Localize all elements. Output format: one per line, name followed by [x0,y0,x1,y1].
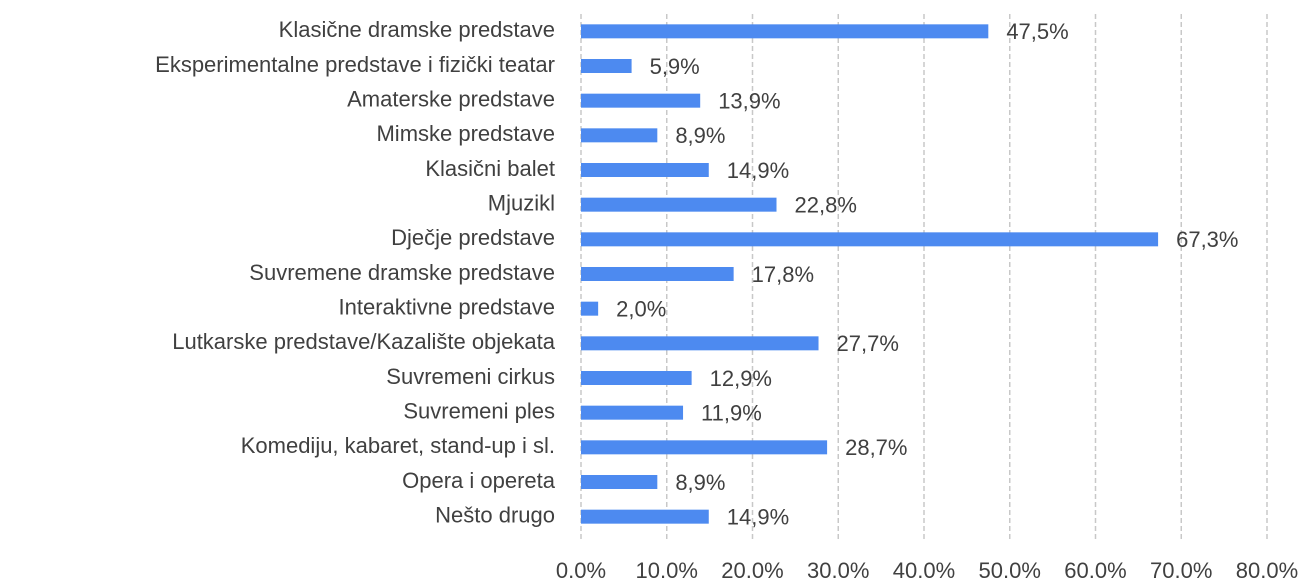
data-label: 14,9% [727,158,789,183]
x-tick-label: 30.0% [807,558,869,582]
y-tick-label: Opera i opereta [402,468,556,493]
y-tick-label: Lutkarske predstave/Kazalište objekata [172,329,556,354]
data-label: 11,9% [701,400,762,425]
y-tick-label: Amaterske predstave [347,86,555,111]
bar [581,371,692,385]
data-label: 13,9% [718,88,780,113]
data-label: 22,8% [795,192,857,217]
y-tick-label: Dječje predstave [391,225,555,250]
y-tick-label: Klasični balet [425,156,555,181]
bar [581,336,819,351]
x-tick-label: 10.0% [636,558,698,582]
data-label: 28,7% [845,435,907,460]
y-tick-label: Suvremeni ples [403,398,555,423]
x-tick-label: 70.0% [1150,558,1212,582]
data-label: 8,9% [675,470,725,495]
bar [581,93,701,108]
y-tick-label: Interaktivne predstave [339,294,555,319]
y-tick-label: Mimske predstave [376,121,555,146]
x-tick-label: 60.0% [1064,558,1126,582]
x-tick-label: 20.0% [721,558,783,582]
data-label: 5,9% [650,54,700,79]
bar [581,128,658,143]
bar [581,475,658,489]
bar [581,509,709,524]
bar [581,232,1159,247]
data-label: 12,9% [710,366,772,391]
bar [581,267,734,281]
data-label: 14,9% [727,504,789,529]
x-tick-label: 50.0% [979,558,1041,582]
data-label: 8,9% [675,123,725,148]
y-tick-label: Eksperimentalne predstave i fizički teat… [155,52,555,77]
bar [581,405,684,420]
bar [581,163,709,177]
x-tick-label: 80.0% [1236,558,1298,582]
bar [581,197,777,212]
y-tick-label: Mjuzikl [488,190,555,215]
bar [581,440,828,455]
bar [581,301,599,316]
y-tick-label: Suvremene dramske predstave [249,260,555,285]
data-label: 47,5% [1006,19,1068,44]
data-label: 27,7% [837,331,899,356]
y-tick-label: Komediju, kabaret, stand-up i sl. [241,433,555,458]
y-tick-label: Suvremeni cirkus [386,364,555,389]
y-tick-label: Nešto drugo [435,502,555,527]
y-tick-label: Klasične dramske predstave [279,17,555,42]
data-label: 67,3% [1176,227,1238,252]
data-label: 17,8% [752,262,814,287]
x-tick-label: 40.0% [893,558,955,582]
bar [581,59,632,73]
data-label: 2,0% [616,296,666,321]
bar [581,24,989,39]
x-tick-label: 0.0% [556,558,606,582]
